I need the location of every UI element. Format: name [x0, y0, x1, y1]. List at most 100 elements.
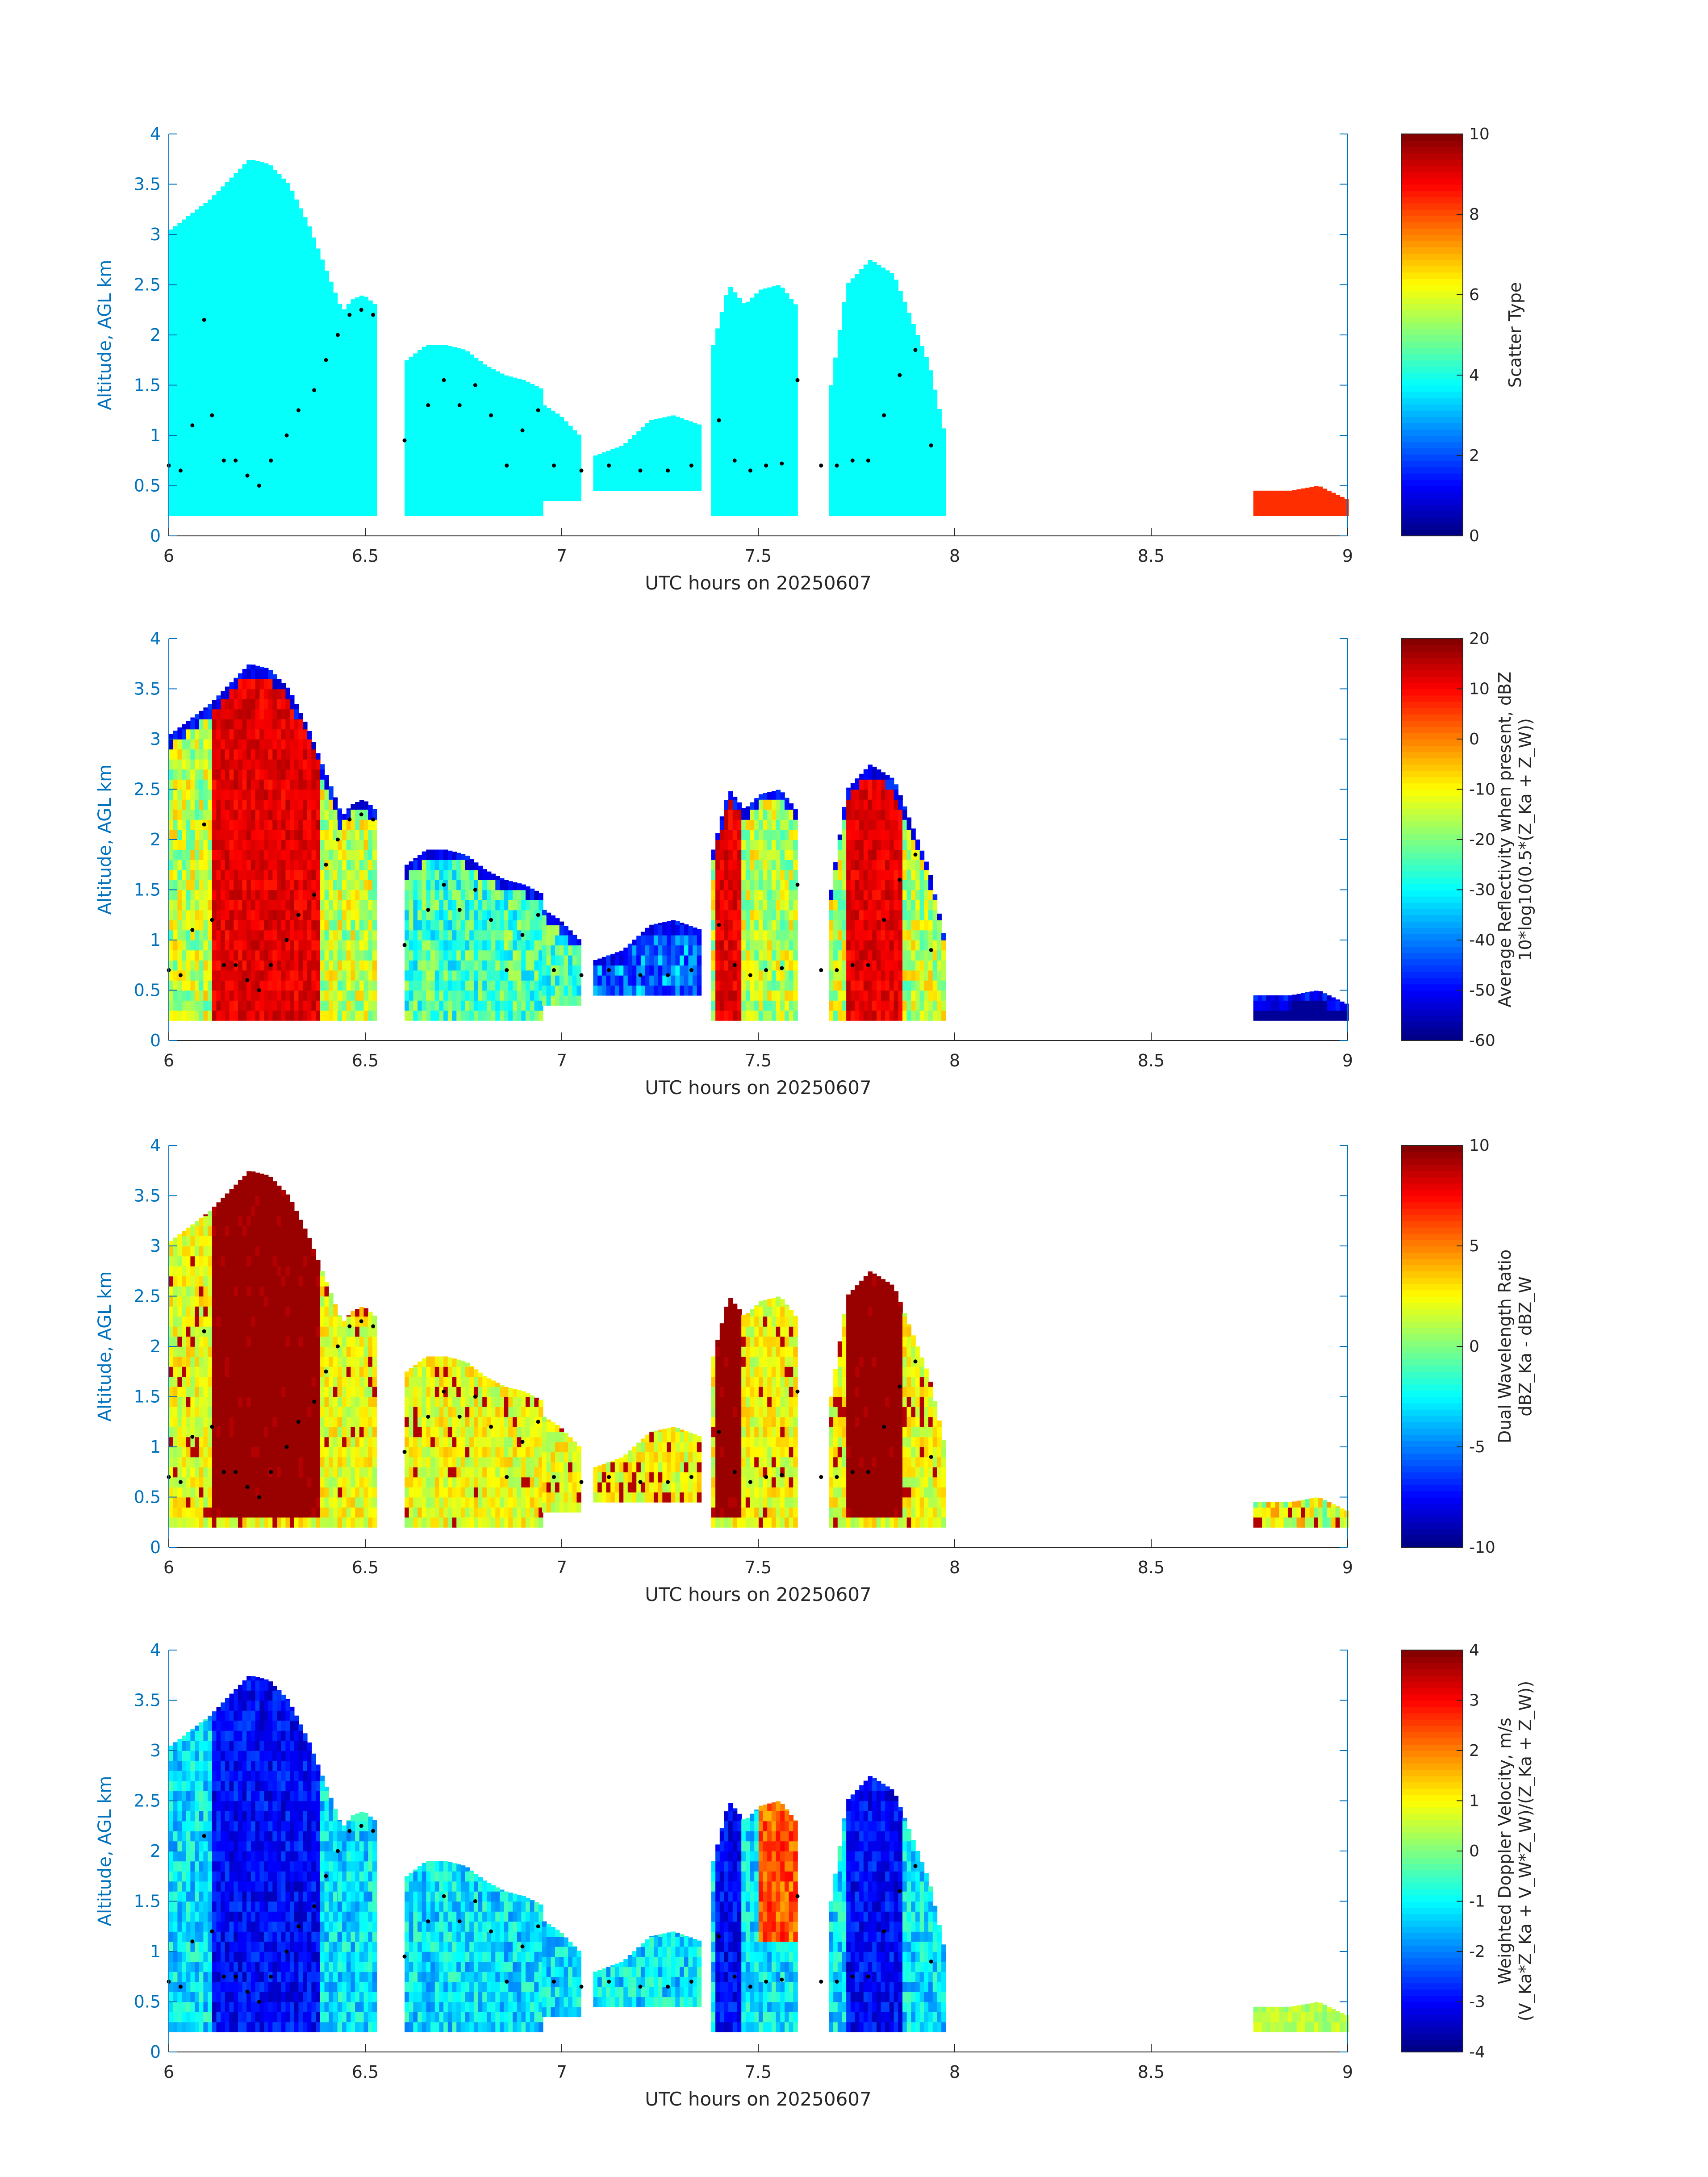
heatmap-cell [177, 910, 182, 920]
heatmap-cell [255, 849, 260, 860]
heatmap-cell [363, 385, 368, 396]
x-tick-label: 8.5 [1138, 546, 1165, 566]
heatmap-cell [311, 365, 316, 376]
colorbar-swatch [1401, 504, 1463, 511]
heatmap-cell [290, 829, 295, 840]
heatmap-cell [430, 880, 435, 890]
heatmap-cell [542, 430, 547, 441]
heatmap-cell [285, 234, 290, 245]
heatmap-cell [216, 900, 221, 911]
heatmap-cell [342, 840, 347, 850]
heatmap-cell [182, 749, 187, 760]
heatmap-cell [203, 264, 208, 275]
heatmap-cell [789, 325, 794, 335]
heatmap-cell [203, 214, 208, 225]
heatmap-cell [443, 415, 448, 426]
heatmap-cell [298, 799, 303, 810]
heatmap-cell [452, 355, 457, 366]
heatmap-cell [793, 455, 798, 466]
heatmap-cell [741, 506, 746, 516]
heatmap-cell [789, 385, 794, 396]
heatmap-cell [268, 769, 273, 780]
heatmap-cell [298, 713, 303, 719]
heatmap-cell [212, 496, 217, 506]
heatmap-cell [268, 1000, 273, 1011]
heatmap-cell [329, 455, 334, 466]
heatmap-cell [443, 476, 448, 486]
heatmap-cell [303, 840, 308, 850]
heatmap-cell [329, 284, 334, 295]
heatmap-cell [281, 345, 286, 355]
heatmap-cell [277, 940, 282, 951]
heatmap-cell [346, 880, 351, 890]
heatmap-cell [937, 415, 942, 426]
heatmap-cell [719, 395, 725, 406]
heatmap-cell [924, 465, 929, 476]
heatmap-cell [351, 880, 355, 890]
heatmap-cell [259, 425, 264, 436]
heatmap-cell [1292, 496, 1297, 506]
heatmap-cell [195, 799, 200, 810]
heatmap-cell [229, 224, 234, 235]
heatmap-cell [837, 465, 843, 476]
heatmap-cell [169, 829, 174, 840]
heatmap-cell [225, 900, 230, 911]
heatmap-cell [422, 890, 427, 900]
heatmap-cell [342, 455, 347, 466]
heatmap-cell [342, 435, 347, 446]
heatmap-cell [409, 940, 414, 951]
heatmap-cell [915, 455, 920, 466]
heatmap-cell [662, 460, 667, 471]
heatmap-cell [409, 375, 414, 386]
heatmap-cell [225, 930, 230, 940]
heatmap-cell [737, 465, 742, 476]
heatmap-cell [203, 809, 208, 820]
heatmap-cell [894, 395, 899, 406]
heatmap-cell [872, 284, 877, 295]
heatmap-cell [426, 940, 431, 951]
heatmap-cell [906, 476, 912, 486]
heatmap-cell [285, 485, 290, 496]
heatmap-cell [426, 385, 431, 396]
heatmap-cell [902, 305, 907, 315]
heatmap-cell [597, 454, 602, 461]
heatmap-cell [199, 990, 204, 1001]
heatmap-cell [842, 445, 847, 456]
heatmap-cell [290, 255, 295, 265]
heatmap-cell [333, 335, 338, 346]
heatmap-cell [368, 355, 373, 366]
heatmap-cell [894, 415, 899, 426]
colorbar-swatch [1401, 454, 1463, 461]
heatmap-cell [234, 284, 238, 295]
heatmap-cell [351, 980, 355, 991]
heatmap-cell [338, 425, 342, 436]
heatmap-cell [203, 415, 208, 426]
heatmap-cell [225, 920, 230, 931]
heatmap-cell [671, 420, 676, 431]
heatmap-cell [251, 325, 256, 335]
heatmap-cell [1262, 496, 1267, 506]
heatmap-cell [675, 430, 680, 441]
heatmap-cell [894, 496, 899, 506]
heatmap-cell [430, 496, 435, 506]
heatmap-cell [889, 445, 894, 456]
heatmap-cell [251, 840, 256, 850]
heatmap-cell [693, 470, 697, 481]
heatmap-cell [169, 435, 174, 446]
heatmap-cell [413, 385, 418, 396]
heatmap-cell [351, 860, 355, 870]
heatmap-cell [649, 430, 654, 441]
heatmap-cell [898, 395, 903, 406]
heatmap-cell [793, 305, 798, 315]
heatmap-cell [737, 485, 742, 496]
heatmap-cell [745, 485, 751, 496]
heatmap-cell [346, 960, 351, 971]
heatmap-cell [225, 1010, 230, 1021]
heatmap-cell [242, 465, 247, 476]
heatmap-cell [234, 375, 238, 386]
heatmap-cell [785, 345, 789, 355]
heatmap-cell [767, 365, 772, 376]
heatmap-cell [711, 405, 716, 416]
heatmap-cell [452, 496, 457, 506]
heatmap-cell [342, 485, 347, 496]
